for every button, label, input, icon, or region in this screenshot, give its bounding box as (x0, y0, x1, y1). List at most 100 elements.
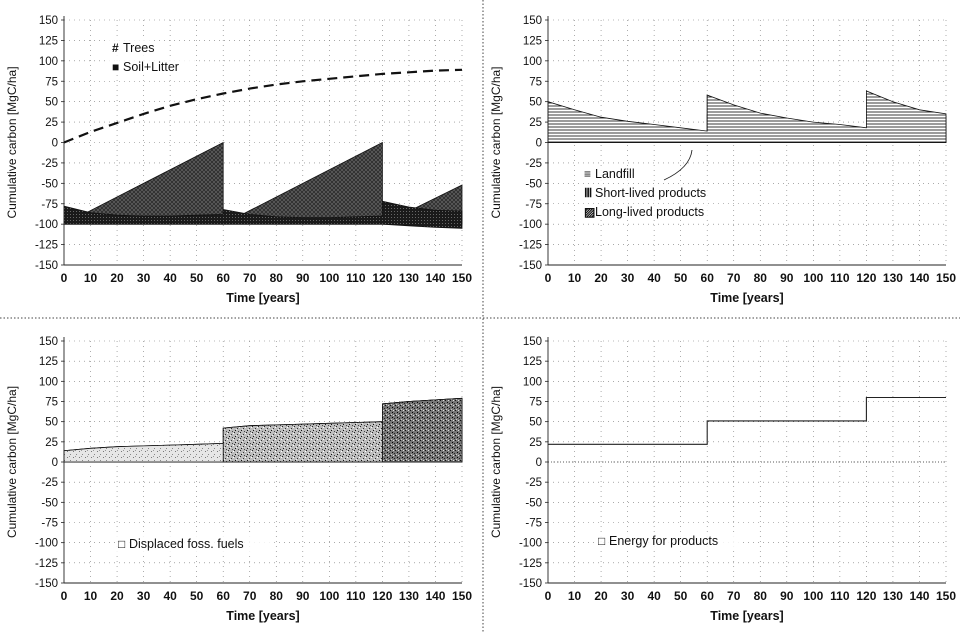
y-tick-label: 50 (45, 97, 58, 109)
legend-swatch-icon: # (112, 41, 119, 55)
y-tick-label: 50 (529, 417, 542, 429)
x-tick-label: 30 (137, 589, 151, 603)
x-tick-label: 130 (399, 589, 419, 603)
x-tick-label: 30 (621, 271, 635, 285)
legend-entry-landfill: ≡ Landfill (581, 166, 647, 182)
x-tick-label: 150 (936, 589, 956, 603)
x-tick-label: 10 (84, 271, 98, 285)
legend-label: Soil+Litter (123, 60, 179, 74)
y-tick-label: -100 (35, 538, 58, 550)
x-tick-label: 70 (243, 271, 257, 285)
y-tick-label: 50 (529, 97, 542, 109)
y-tick-label: -150 (519, 260, 542, 272)
y-tick-label: -50 (525, 178, 542, 190)
y-tick-label: -125 (35, 558, 58, 570)
legend-swatch-icon: ■ (112, 60, 119, 74)
y-tick-label: 100 (39, 56, 58, 68)
x-tick-label: 40 (163, 589, 177, 603)
x-tick-label: 40 (163, 271, 177, 285)
series-displaced-foss-fuels-rotation-1 (63, 442, 224, 463)
y-tick-label: -75 (41, 518, 58, 530)
y-tick-label: -150 (35, 578, 58, 590)
series-soil-litter-area (63, 200, 463, 229)
x-tick-label: 110 (346, 271, 366, 285)
x-tick-label: 130 (883, 271, 903, 285)
y-tick-label: -75 (525, 518, 542, 530)
x-axis-title: Time [years] (710, 291, 783, 305)
x-tick-label: 150 (452, 271, 472, 285)
y-tick-label: 100 (523, 56, 542, 68)
x-tick-label: 100 (803, 589, 823, 603)
y-tick-label: -125 (519, 240, 542, 252)
y-tick-label: -50 (525, 497, 542, 509)
series-energy-for-products-line (548, 396, 946, 445)
x-tick-label: 60 (217, 271, 231, 285)
x-tick-label: 100 (319, 271, 339, 285)
x-tick-label: 50 (674, 589, 688, 603)
y-tick-label: 0 (52, 138, 58, 150)
legend-label: Displaced foss. fuels (129, 537, 244, 551)
series-landfill-area (547, 90, 947, 143)
x-tick-label: 10 (568, 271, 582, 285)
x-tick-label: 110 (346, 589, 366, 603)
y-tick-label: 100 (523, 376, 542, 388)
x-tick-label: 50 (674, 271, 688, 285)
x-tick-label: 10 (84, 589, 98, 603)
legend-swatch-icon: Ⅲ (584, 186, 592, 200)
series-displaced-foss-fuels-rotation-3 (382, 397, 463, 463)
x-tick-label: 110 (830, 271, 850, 285)
legend-background (581, 166, 647, 182)
legend-background (109, 59, 197, 75)
legend-label: Short-lived products (595, 186, 706, 200)
y-tick-label: -75 (525, 199, 542, 211)
x-tick-label: 0 (545, 271, 552, 285)
y-tick-label: 150 (523, 15, 542, 27)
y-tick-label: 125 (39, 356, 58, 368)
legend-label: Long-lived products (595, 205, 704, 219)
y-tick-label: 75 (45, 397, 58, 409)
y-tick-label: -100 (35, 219, 58, 231)
y-tick-label: 50 (45, 417, 58, 429)
x-tick-label: 120 (856, 271, 876, 285)
x-tick-label: 140 (425, 589, 445, 603)
x-tick-label: 140 (909, 271, 929, 285)
x-tick-label: 150 (452, 589, 472, 603)
x-tick-label: 40 (647, 589, 661, 603)
x-tick-label: 120 (372, 271, 392, 285)
y-tick-label: 75 (529, 76, 542, 88)
legend-label: Energy for products (609, 534, 718, 548)
x-tick-label: 140 (909, 589, 929, 603)
y-tick-label: 0 (536, 457, 542, 469)
y-tick-label: 25 (45, 437, 58, 449)
legend-background (581, 185, 733, 201)
legend-entry-short-lived-products: Ⅲ Short-lived products (581, 185, 733, 201)
y-tick-label: 25 (529, 437, 542, 449)
x-tick-label: 20 (594, 589, 608, 603)
x-tick-label: 10 (568, 589, 582, 603)
y-tick-label: -125 (35, 240, 58, 252)
x-tick-label: 20 (594, 271, 608, 285)
y-tick-label: 150 (39, 336, 58, 348)
legend-entry-soil-litter: ■ Soil+Litter (109, 59, 197, 75)
y-tick-label: -100 (519, 219, 542, 231)
x-tick-label: 120 (372, 589, 392, 603)
y-tick-label: -25 (525, 477, 542, 489)
x-axis-title: Time [years] (710, 609, 783, 623)
x-tick-label: 80 (754, 271, 768, 285)
legend-swatch-icon: ▨ (584, 205, 595, 219)
legend-label: Trees (123, 41, 155, 55)
x-tick-label: 80 (270, 271, 284, 285)
y-tick-label: 100 (39, 376, 58, 388)
x-tick-label: 70 (727, 271, 741, 285)
legend-background (115, 536, 275, 552)
legend-swatch-icon: □ (598, 534, 605, 548)
legend-background (109, 40, 153, 56)
y-axis-title: Cumulative carbon [MgC/ha] (489, 386, 503, 538)
y-tick-label: 150 (39, 15, 58, 27)
y-tick-label: 75 (45, 76, 58, 88)
y-tick-label: -100 (519, 538, 542, 550)
